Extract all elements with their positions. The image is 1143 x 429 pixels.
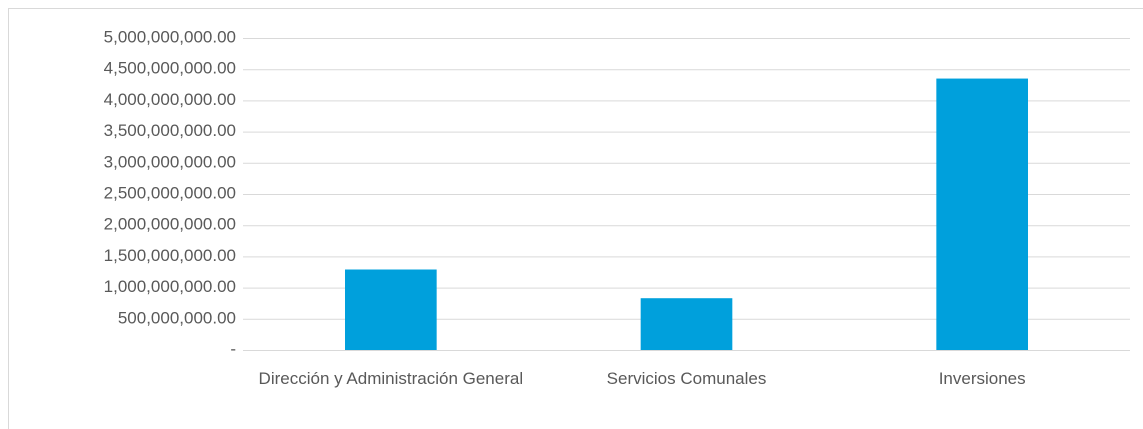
- bar: [345, 269, 437, 350]
- y-tick-label: 4,500,000,000.00: [104, 59, 236, 78]
- bar: [640, 298, 733, 350]
- bar: [936, 78, 1028, 350]
- y-tick-label: 5,000,000,000.00: [104, 27, 236, 46]
- chart-border: [8, 8, 1143, 429]
- y-tick-label: 2,500,000,000.00: [104, 183, 236, 202]
- x-tick-label: Dirección y Administración General: [258, 369, 524, 388]
- y-tick-label: 2,000,000,000.00: [104, 215, 236, 234]
- y-tick-label: 3,500,000,000.00: [104, 121, 236, 140]
- y-tick-label: 500,000,000.00: [118, 308, 236, 327]
- y-tick-label: 4,000,000,000.00: [104, 90, 236, 109]
- y-tick-label: -: [230, 339, 236, 358]
- x-tick-label: Servicios Comunales: [606, 369, 767, 388]
- y-tick-label: 1,500,000,000.00: [104, 246, 236, 265]
- x-tick-label: Inversiones: [938, 369, 1026, 388]
- y-tick-label: 1,000,000,000.00: [104, 277, 236, 296]
- y-tick-label: 3,000,000,000.00: [104, 152, 236, 171]
